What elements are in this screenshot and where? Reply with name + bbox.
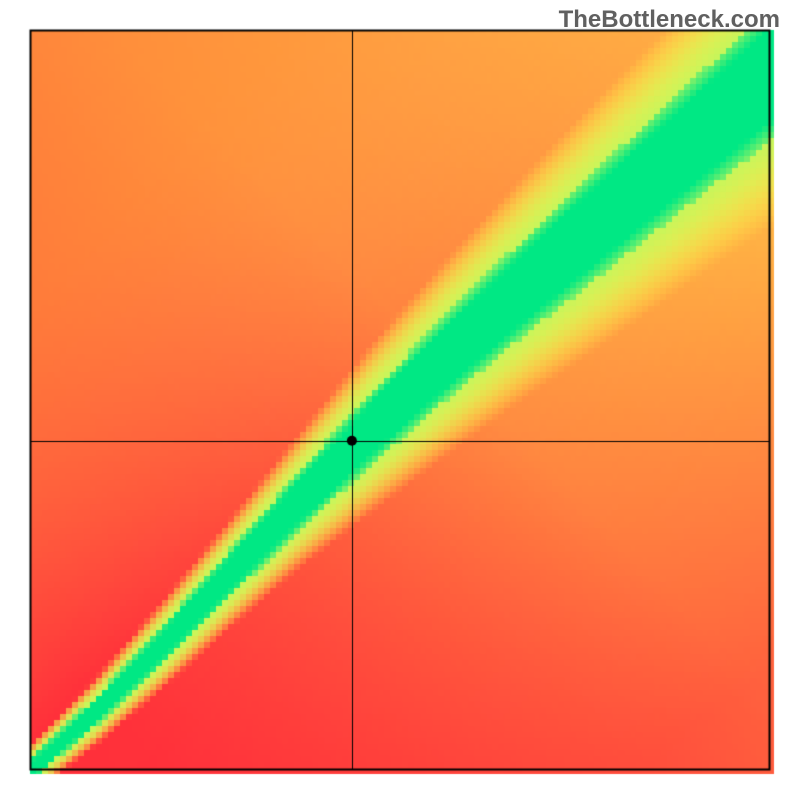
chart-container: TheBottleneck.com bbox=[0, 0, 800, 800]
bottleneck-heatmap bbox=[0, 0, 800, 800]
watermark-text: TheBottleneck.com bbox=[559, 6, 780, 34]
